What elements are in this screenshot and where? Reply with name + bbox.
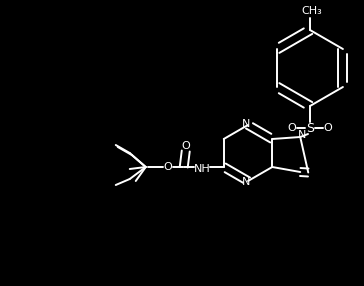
Text: O: O — [163, 162, 172, 172]
Text: S: S — [306, 122, 314, 134]
Text: O: O — [181, 141, 190, 151]
Text: O: O — [324, 123, 332, 133]
Text: CH₃: CH₃ — [302, 6, 323, 16]
Text: N: N — [242, 177, 250, 187]
Text: O: O — [288, 123, 296, 133]
Text: N: N — [298, 130, 306, 140]
Text: N: N — [242, 119, 250, 129]
Text: NH: NH — [193, 164, 210, 174]
